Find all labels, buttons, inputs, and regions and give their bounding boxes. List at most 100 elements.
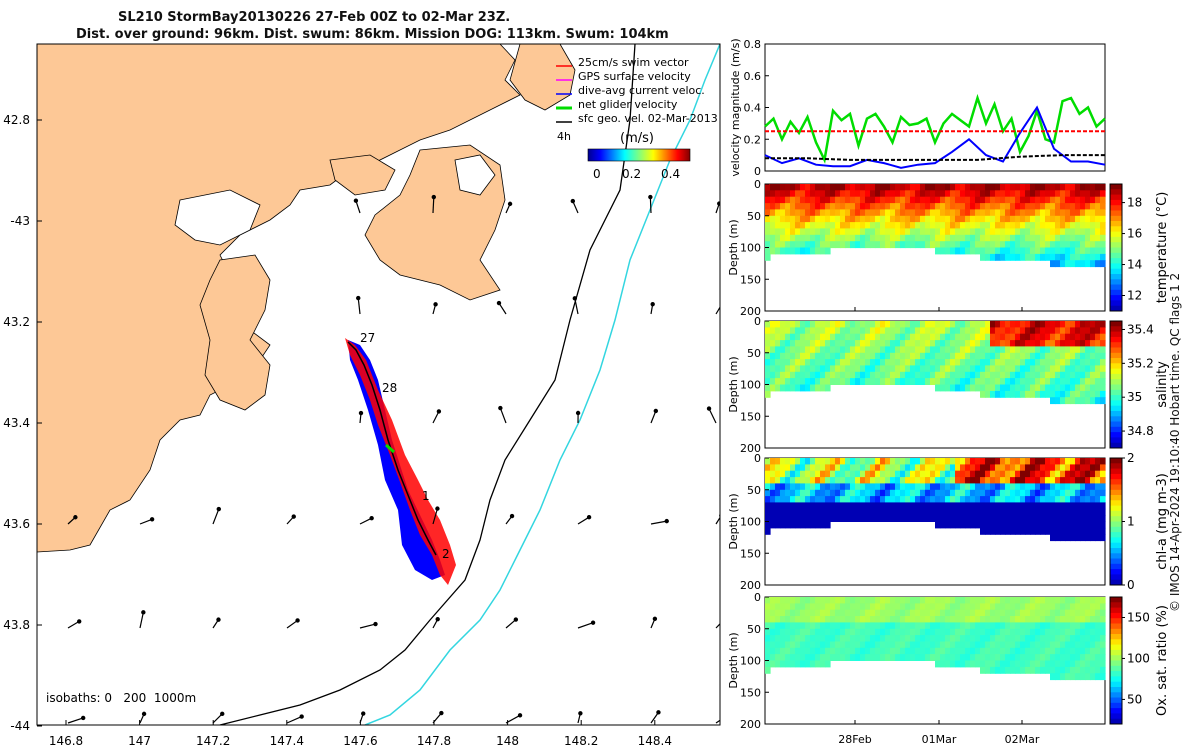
section-cell [1085, 483, 1091, 491]
section-cell [765, 390, 771, 398]
section-cell [1070, 534, 1076, 542]
section-cell [805, 215, 811, 223]
section-cell [975, 647, 981, 655]
section-cell [1070, 241, 1076, 249]
section-cell [915, 340, 921, 347]
section-cell [950, 641, 956, 649]
section-cell [845, 464, 851, 472]
section-cell [1045, 352, 1051, 360]
section-cell [1040, 384, 1046, 392]
colorbar-swatch [1110, 279, 1122, 286]
section-cell [805, 321, 811, 328]
section-cell [765, 641, 771, 649]
section-cell [850, 209, 856, 217]
section-cell [1025, 622, 1031, 630]
section-cell [1030, 515, 1036, 522]
section-cell [815, 464, 821, 472]
section-cell [1010, 496, 1016, 503]
section-cell [845, 333, 851, 341]
section-cell [770, 215, 776, 223]
section-cell [885, 502, 891, 510]
section-cell [915, 470, 921, 478]
section-cell [945, 515, 951, 522]
section-cell [935, 352, 941, 360]
section-cell [780, 458, 786, 465]
section-cell [1020, 641, 1026, 649]
section-cell [890, 635, 896, 642]
section-cell [1035, 352, 1041, 360]
section-cell [1040, 390, 1046, 398]
map-x-tick-label: 146.8 [49, 734, 83, 748]
section-cell [835, 635, 841, 642]
section-cell [810, 458, 816, 465]
section-cell [785, 660, 791, 668]
section-cell [1090, 521, 1096, 529]
section-cell [1050, 641, 1056, 649]
geo-arrow-head [373, 621, 378, 627]
section-cell [890, 628, 896, 636]
section-cell [850, 464, 856, 472]
section-cell [1055, 654, 1061, 661]
section-cell [920, 635, 926, 642]
section-cell [1085, 365, 1091, 373]
section-cell [770, 378, 776, 385]
section-cell [945, 340, 951, 347]
section-cell [845, 628, 851, 636]
section-cell [1075, 635, 1081, 642]
section-cell [795, 190, 801, 198]
section-cell [785, 184, 791, 191]
section-cell [800, 654, 806, 661]
section-cell [965, 384, 971, 392]
section-cell [1100, 609, 1106, 617]
section-cell [1095, 470, 1101, 478]
section-cell [930, 508, 936, 516]
section-y-tick-label: 50 [747, 623, 761, 636]
section-cell [810, 241, 816, 249]
section-cell [995, 496, 1001, 503]
sfc-geo-velocity-arrows [67, 194, 720, 724]
section-cell [815, 458, 821, 465]
section-cell [800, 241, 806, 249]
section-cell [935, 371, 941, 379]
section-cell [920, 365, 926, 373]
section-cell [780, 371, 786, 379]
section-cell [795, 477, 801, 484]
section-cell [1020, 635, 1026, 642]
section-cell [1065, 340, 1071, 347]
section-cell [845, 641, 851, 649]
section-cell [910, 483, 916, 491]
swim-vector-swath [345, 338, 456, 585]
section-cell [1030, 346, 1036, 354]
section-cell [960, 660, 966, 668]
section-cell [1010, 603, 1016, 611]
section-cell [1085, 241, 1091, 249]
section-cell [1075, 321, 1081, 328]
section-cell [960, 641, 966, 649]
section-cell [990, 502, 996, 510]
section-cell [845, 609, 851, 617]
section-cell [965, 622, 971, 630]
section-cell [775, 365, 781, 373]
section-cell [850, 333, 856, 341]
section-cell [1085, 666, 1091, 674]
section-cell [1010, 384, 1016, 392]
section-cell [920, 616, 926, 623]
colorbar-tick-label: 2 [1127, 451, 1135, 465]
section-cell [1040, 378, 1046, 385]
section-cell [825, 359, 831, 366]
section-cell [1055, 253, 1061, 261]
section-cell [1090, 654, 1096, 661]
section-cell [1090, 489, 1096, 497]
section-cell [945, 352, 951, 360]
section-cell [1085, 340, 1091, 347]
section-cell [825, 333, 831, 341]
section-cell [1070, 190, 1076, 198]
section-cell [890, 365, 896, 373]
section-cell [1070, 496, 1076, 503]
section-cell [1050, 222, 1056, 229]
section-cell [795, 470, 801, 478]
section-cell [865, 470, 871, 478]
section-cell [815, 483, 821, 491]
section-cell [875, 365, 881, 373]
